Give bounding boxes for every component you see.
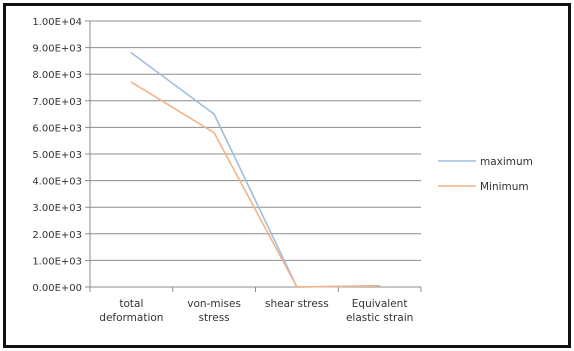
gridlines [90,20,421,288]
series-line-maximum [130,52,380,288]
y-tick-label: 2.00E+03 [32,230,82,241]
y-tick-label: 8.00E+03 [32,70,82,81]
x-tick-label: total deformation [99,298,163,324]
legend-label: Minimum [480,181,529,193]
x-tick-label: Equivalent elastic strain [346,298,413,324]
series-line-minimum [130,81,380,288]
line-chart: 0.00E+00 1.00E+03 2.00E+03 3.00E+03 4.00E+03… [32,17,533,324]
y-tick-label: 4.00E+03 [32,177,82,188]
y-tick-label: 9.00E+03 [32,44,82,55]
y-tick-label: 5.00E+03 [32,150,82,161]
y-tick-label: 3.00E+03 [32,203,82,214]
x-tick-label: von-mises stress [187,298,241,324]
data-point-minimum [296,286,298,288]
y-tick-label: 1.00E+04 [32,17,82,28]
legend-label: maximum [480,156,533,168]
x-tick-labels: total deformation von-mises stress shear str… [99,298,413,324]
axes [85,20,422,292]
data-point-minimum [130,81,133,83]
x-tick-label: shear stress [265,298,329,310]
y-tick-label: 7.00E+03 [32,97,82,108]
chart-frame: 0.00E+00 1.00E+03 2.00E+03 3.00E+03 4.00E+03… [3,3,571,348]
y-tick-label: 6.00E+03 [32,123,82,134]
legend: maximum Minimum [438,156,533,193]
data-point-minimum [213,131,215,134]
data-point-maximum [130,52,133,54]
y-tick-labels: 0.00E+00 1.00E+03 2.00E+03 3.00E+03 4.00E+03… [32,17,82,294]
series-lines [130,52,381,288]
y-tick-label: 0.00E+00 [32,283,82,294]
data-point-maximum [213,113,215,115]
data-point-minimum [378,285,381,287]
y-tick-label: 1.00E+03 [32,256,82,267]
